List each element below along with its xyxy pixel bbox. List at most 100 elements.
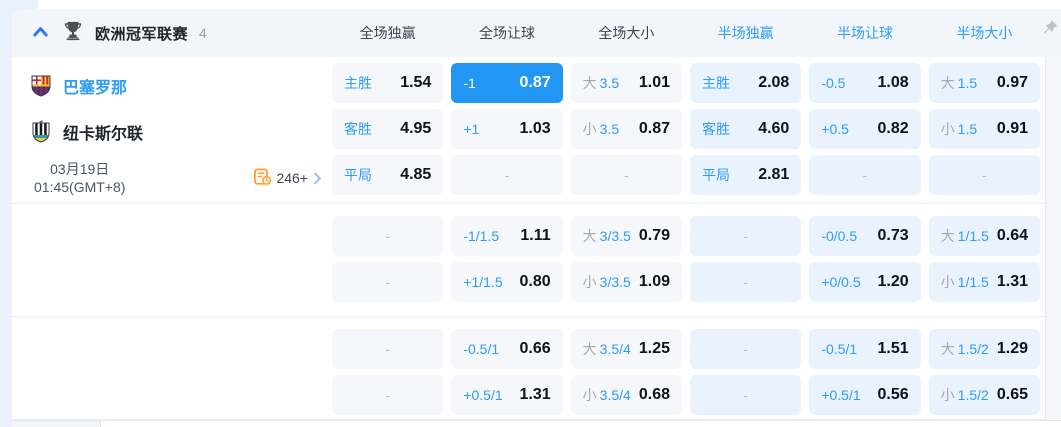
odds-value: 2.81 bbox=[758, 166, 790, 183]
empty-dash: - bbox=[623, 167, 629, 183]
odds-value: 1.31 bbox=[519, 386, 551, 403]
odds-cell-empty: - bbox=[690, 329, 802, 369]
odds-value: 4.85 bbox=[400, 166, 432, 183]
previous-card-edge bbox=[38, 0, 1061, 9]
odds-value: 0.97 bbox=[996, 74, 1028, 91]
column-header-6: 半场大小 bbox=[956, 25, 1013, 41]
odds-cell[interactable]: -0.5/1 0.66 bbox=[451, 329, 563, 369]
column-header-4: 半场独赢 bbox=[717, 25, 774, 41]
market-line-label: 1.5 bbox=[957, 121, 978, 137]
home-team-row[interactable]: 巴塞罗那 bbox=[12, 63, 332, 109]
odds-cell[interactable]: 大 1/1.5 0.64 bbox=[928, 216, 1040, 256]
match-date-line: 03月19日 bbox=[50, 160, 110, 177]
ou-direction-label: 大 bbox=[940, 228, 955, 244]
odds-value: 1.51 bbox=[877, 340, 909, 357]
odds-cell[interactable]: -1 0.87 bbox=[451, 63, 563, 103]
more-markets-count: 246+ bbox=[276, 170, 308, 186]
odds-cell-empty: - bbox=[690, 216, 802, 256]
column-header-3: 全场大小 bbox=[598, 25, 655, 41]
away-team-name: 纽卡斯尔联 bbox=[63, 126, 144, 143]
ou-direction-label: 小 bbox=[940, 121, 955, 137]
market-line-label: -1/1.5 bbox=[463, 228, 500, 244]
empty-dash: - bbox=[743, 274, 748, 290]
market-line-label: 3.5 bbox=[599, 75, 620, 91]
away-team-row[interactable]: 纽卡斯尔联 bbox=[12, 109, 332, 155]
odds-cell[interactable]: +0/0.5 1.20 bbox=[809, 262, 921, 302]
market-line-label: 1/1.5 bbox=[957, 274, 989, 290]
market-line-label: -0.5/1 bbox=[821, 341, 858, 357]
odds-value: 0.80 bbox=[519, 273, 551, 290]
next-section-left-cell bbox=[12, 421, 101, 427]
main-odds-grid: 主胜 1.54 -1 0.87 大 3.5 1.01 主胜 2.08 -0.5 1.08 大 1.5 0.… bbox=[332, 57, 1040, 203]
odds-cell[interactable]: 小 3.5 0.87 bbox=[570, 109, 682, 149]
odds-value: 0.66 bbox=[519, 340, 551, 357]
odds-cell[interactable]: -0.5/1 1.51 bbox=[809, 329, 921, 369]
empty-dash: - bbox=[504, 167, 510, 183]
odds-value: 1.11 bbox=[520, 227, 551, 244]
odds-cell[interactable]: +0.5/1 0.56 bbox=[809, 375, 921, 415]
ou-direction-label: 大 bbox=[582, 75, 597, 91]
market-line-label: 1.5 bbox=[957, 75, 978, 91]
page-background-gap bbox=[0, 0, 1061, 9]
column-header-1: 全场独赢 bbox=[359, 25, 416, 41]
odds-cell-empty: - bbox=[570, 155, 682, 195]
main-lines-group: 巴塞罗那 bbox=[12, 57, 1061, 204]
odds-value: 0.65 bbox=[996, 386, 1028, 403]
match-time: 03月19日 01:45(GMT+8) bbox=[34, 160, 125, 196]
odds-cell[interactable]: +0.5 0.82 bbox=[809, 109, 921, 149]
market-line-label: -0.5/1 bbox=[463, 341, 500, 357]
market-line-label: 客胜 bbox=[702, 121, 730, 137]
odds-value: 4.95 bbox=[400, 120, 432, 137]
alt-odds-grid-2: - -0.5/1 0.66 大 3.5/4 1.25- -0.5/1 1.51 大 1.5/2 1.… bbox=[332, 317, 1040, 419]
market-line-label: +0.5 bbox=[821, 121, 849, 137]
empty-dash: - bbox=[743, 228, 748, 244]
odds-cell[interactable]: 主胜 1.54 bbox=[332, 63, 444, 103]
odds-cell[interactable]: 大 1.5/2 1.29 bbox=[928, 329, 1040, 369]
odds-cell-empty: - bbox=[332, 262, 444, 302]
odds-cell[interactable]: +1 1.03 bbox=[451, 109, 563, 149]
column-header-5: 半场让球 bbox=[836, 25, 893, 41]
next-section-edge bbox=[12, 421, 1061, 427]
odds-value: 1.01 bbox=[638, 74, 670, 91]
market-line-label: 3.5 bbox=[599, 121, 620, 137]
odds-cell[interactable]: +1/1.5 0.80 bbox=[451, 262, 563, 302]
odds-cell[interactable]: +0.5/1 1.31 bbox=[451, 375, 563, 415]
odds-value: 0.91 bbox=[996, 120, 1028, 137]
odds-cell[interactable]: 小 1.5 0.91 bbox=[928, 109, 1040, 149]
odds-cell[interactable]: 平局 2.81 bbox=[690, 155, 802, 195]
empty-dash: - bbox=[862, 167, 868, 183]
league-header: 欧洲冠军联赛 4 全场独赢 全场让球 全场大小 半场独赢 半场让球 半场大小 bbox=[12, 9, 1061, 57]
market-line-label: 客胜 bbox=[344, 121, 372, 137]
odds-cell[interactable]: 大 1.5 0.97 bbox=[928, 63, 1040, 103]
odds-cell[interactable]: 主胜 2.08 bbox=[690, 63, 802, 103]
ou-direction-label: 小 bbox=[582, 274, 597, 290]
odds-cell[interactable]: 客胜 4.60 bbox=[690, 109, 802, 149]
odds-cell[interactable]: 客胜 4.95 bbox=[332, 109, 444, 149]
pushpin-icon[interactable] bbox=[1039, 18, 1060, 44]
odds-value: 1.08 bbox=[877, 74, 909, 91]
odds-cell-empty: - bbox=[332, 329, 444, 369]
market-line-label: +0.5/1 bbox=[821, 387, 861, 403]
ou-direction-label: 小 bbox=[940, 274, 955, 290]
odds-cell[interactable]: 小 1.5/2 0.65 bbox=[928, 375, 1040, 415]
market-line-label: +0/0.5 bbox=[821, 274, 861, 290]
ou-direction-label: 小 bbox=[582, 387, 597, 403]
odds-cell[interactable]: 小 3.5/4 0.68 bbox=[570, 375, 682, 415]
empty-dash: - bbox=[981, 167, 987, 183]
odds-cell[interactable]: -0/0.5 0.73 bbox=[809, 216, 921, 256]
odds-cell[interactable]: -1/1.5 1.11 bbox=[451, 216, 563, 256]
odds-cell[interactable]: 大 3.5/4 1.25 bbox=[570, 329, 682, 369]
right-rail bbox=[1045, 57, 1061, 420]
odds-cell[interactable]: 小 1/1.5 1.31 bbox=[928, 262, 1040, 302]
ou-direction-label: 大 bbox=[582, 228, 597, 244]
collapse-button[interactable] bbox=[30, 23, 51, 43]
market-line-label: 3/3.5 bbox=[599, 274, 631, 290]
league-name: 欧洲冠军联赛 bbox=[95, 25, 189, 43]
ou-direction-label: 大 bbox=[940, 341, 955, 357]
odds-cell[interactable]: 大 3/3.5 0.79 bbox=[570, 216, 682, 256]
more-markets-link[interactable]: 246+ bbox=[254, 167, 322, 189]
odds-cell[interactable]: 大 3.5 1.01 bbox=[570, 63, 682, 103]
odds-cell[interactable]: -0.5 1.08 bbox=[809, 63, 921, 103]
odds-cell[interactable]: 平局 4.85 bbox=[332, 155, 444, 195]
odds-cell[interactable]: 小 3/3.5 1.09 bbox=[570, 262, 682, 302]
